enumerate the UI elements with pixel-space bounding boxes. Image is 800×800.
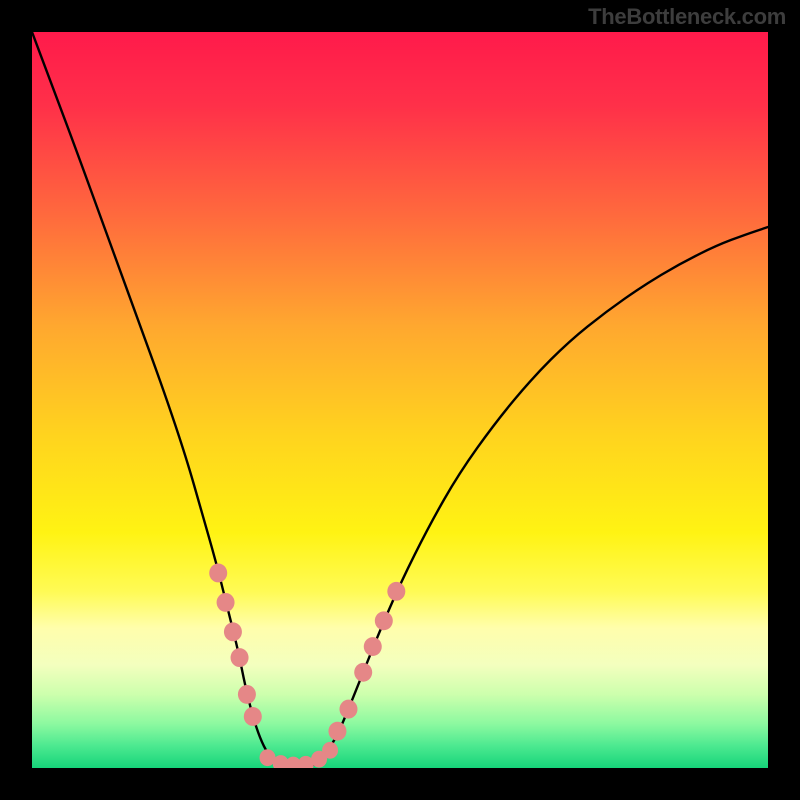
marker-dot <box>354 663 372 682</box>
marker-dot <box>224 622 242 641</box>
marker-dot <box>328 722 346 741</box>
marker-dot <box>375 611 393 630</box>
marker-dot <box>364 637 382 656</box>
bottleneck-curve <box>32 32 768 768</box>
marker-dot <box>339 700 357 719</box>
marker-dot <box>217 593 235 612</box>
curve-right-branch <box>312 227 768 766</box>
plot-area <box>32 32 768 768</box>
marker-dot <box>231 648 249 667</box>
watermark-text: TheBottleneck.com <box>588 4 786 30</box>
marker-dot <box>322 742 338 759</box>
marker-dot <box>209 564 227 583</box>
marker-dot <box>387 582 405 601</box>
markers-group <box>209 564 405 768</box>
marker-dot <box>244 707 262 726</box>
marker-dot <box>238 685 256 704</box>
